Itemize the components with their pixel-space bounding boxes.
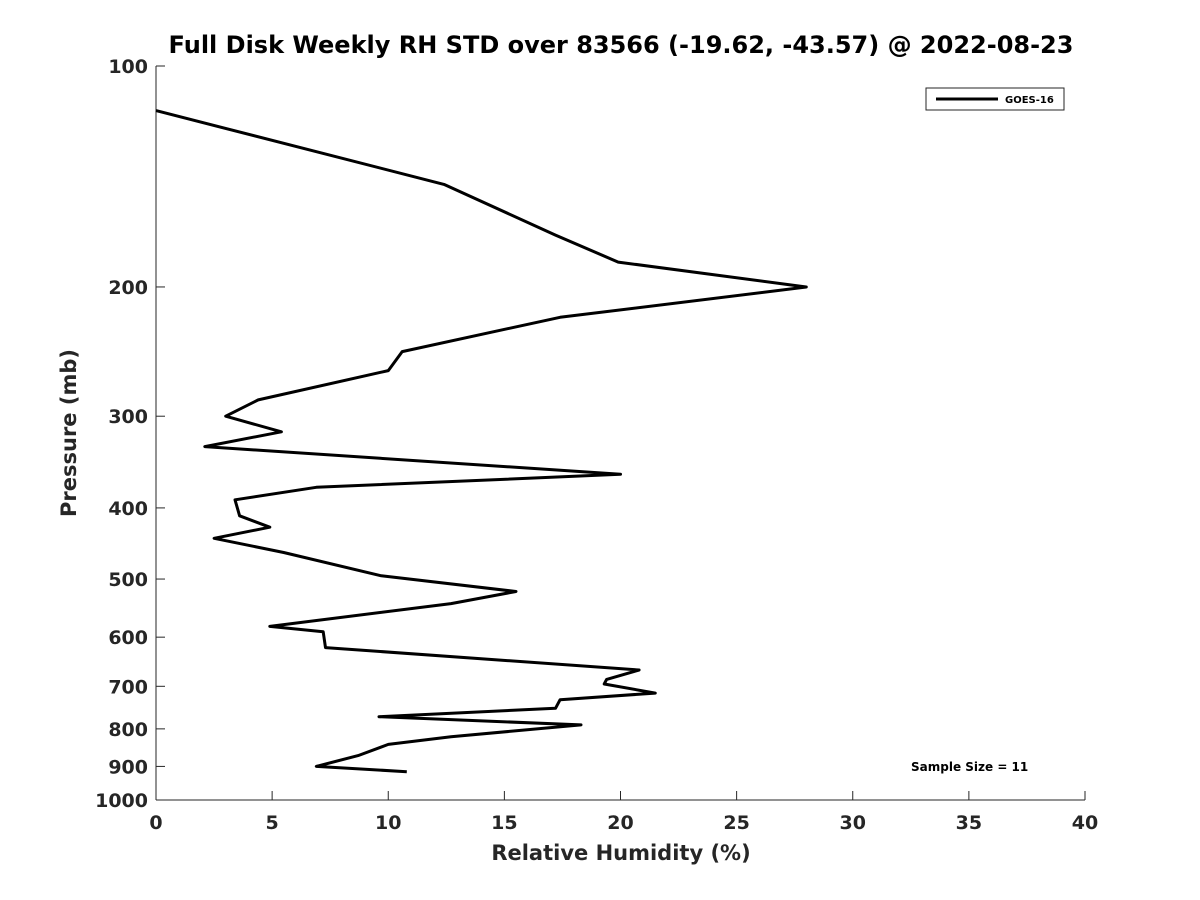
y-axis-ticks: 100 200 300 400 500 600 700 800 900 1000 [95,56,165,812]
y-tick-label: 700 [108,676,148,698]
x-axis-label: Relative Humidity (%) [491,841,750,865]
x-tick-label: 35 [956,812,982,834]
y-tick-label: 100 [108,56,148,78]
y-tick-label: 500 [108,569,148,591]
y-tick-label: 800 [108,719,148,741]
x-tick-label: 0 [149,812,162,834]
x-tick-label: 20 [607,812,633,834]
x-tick-label: 25 [723,812,749,834]
x-tick-label: 10 [375,812,401,834]
y-tick-label: 200 [108,277,148,299]
series-line-goes-16 [155,109,808,774]
y-axis-label: Pressure (mb) [57,349,81,517]
x-tick-label: 30 [840,812,866,834]
y-tick-label: 300 [108,406,148,428]
legend-label-goes-16: GOES-16 [1005,95,1054,106]
y-tick-label: 600 [108,627,148,649]
x-tick-label: 5 [266,812,279,834]
chart-title: Full Disk Weekly RH STD over 83566 (-19.… [169,31,1074,59]
x-axis-ticks: 0 5 10 15 20 25 30 35 40 [149,791,1098,834]
y-tick-label: 900 [108,756,148,778]
sample-size-annotation: Sample Size = 11 [911,760,1028,774]
x-tick-label: 40 [1072,812,1098,834]
legend: GOES-16 [925,87,1065,111]
x-tick-label: 15 [491,812,517,834]
y-tick-label: 1000 [95,790,148,812]
y-tick-label: 400 [108,498,148,520]
